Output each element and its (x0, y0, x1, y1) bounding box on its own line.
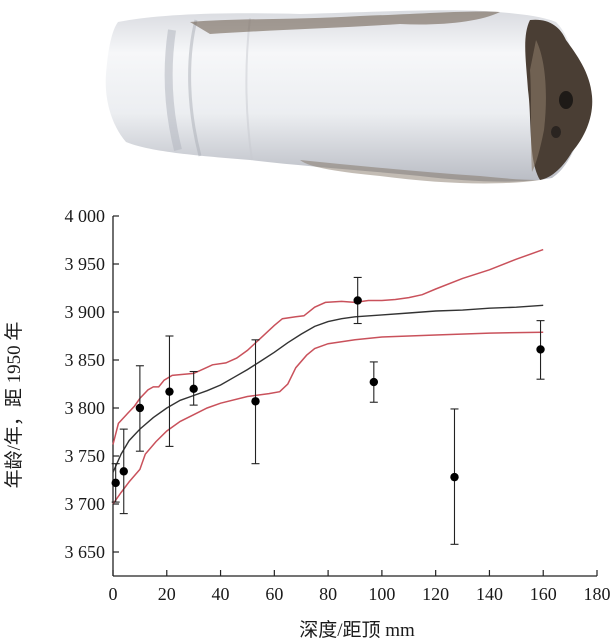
x-tick-label: 100 (368, 584, 395, 604)
data-marker (165, 387, 174, 396)
data-point (450, 408, 459, 545)
data-marker (450, 472, 459, 482)
x-tick-label: 180 (584, 584, 611, 604)
data-marker (119, 467, 128, 476)
core-ring-shadow (164, 29, 182, 151)
data-point (119, 428, 128, 515)
model-mean-line (112, 304, 544, 473)
x-tick-label: 20 (158, 584, 176, 604)
data-marker (111, 478, 120, 488)
age-depth-chart: 0 20 40 60 80 100 120 140 160 180 3 650 3 700 3 750… (3, 206, 611, 641)
data-point (353, 276, 362, 325)
y-axis-ticks: 3 650 3 700 3 750 3 800 3 850 3 900 3 950 4 000 (65, 206, 119, 562)
core-ring-shadow (245, 17, 253, 161)
x-tick-label: 60 (265, 584, 283, 604)
y-tick-label: 3 850 (65, 350, 106, 370)
core-hole (551, 126, 561, 138)
core-right-highlight (530, 40, 546, 172)
lower-bound-line (112, 331, 544, 505)
data-point (536, 320, 545, 380)
core-bottom-stain (300, 160, 540, 184)
upper-bound-line (112, 248, 544, 445)
x-tick-label: 120 (422, 584, 449, 604)
x-axis-ticks: 0 20 40 60 80 100 120 140 160 180 (109, 570, 611, 604)
data-point (251, 339, 260, 465)
axes (112, 216, 597, 577)
y-axis-label: 年龄/年，距 1950 年 (3, 322, 25, 489)
x-tick-label: 0 (109, 584, 118, 604)
data-point (189, 370, 198, 406)
data-points (111, 276, 545, 545)
x-tick-label: 140 (476, 584, 503, 604)
x-axis-label: 深度/距顶 mm (299, 619, 415, 641)
data-marker (135, 403, 145, 413)
data-marker (536, 345, 545, 354)
data-marker (353, 296, 362, 305)
data-point (135, 365, 145, 452)
y-tick-label: 3 650 (65, 542, 106, 562)
core-hole (559, 91, 573, 109)
model-curves (112, 248, 544, 505)
y-tick-label: 3 950 (65, 254, 106, 274)
x-tick-label: 160 (530, 584, 557, 604)
data-marker (189, 384, 198, 393)
core-top-stain (190, 11, 500, 35)
y-tick-label: 3 900 (65, 302, 106, 322)
core-body (105, 10, 592, 182)
data-marker (251, 397, 260, 406)
data-marker (369, 377, 379, 387)
data-point (369, 361, 379, 403)
core-ring-shadow (188, 19, 202, 157)
y-tick-label: 4 000 (65, 206, 106, 226)
data-point (111, 463, 120, 503)
x-tick-label: 40 (212, 584, 230, 604)
x-tick-label: 80 (319, 584, 337, 604)
y-tick-label: 3 750 (65, 446, 106, 466)
sample-photo (105, 10, 593, 184)
y-tick-label: 3 800 (65, 398, 106, 418)
data-point (165, 335, 174, 447)
y-tick-label: 3 700 (65, 494, 106, 514)
